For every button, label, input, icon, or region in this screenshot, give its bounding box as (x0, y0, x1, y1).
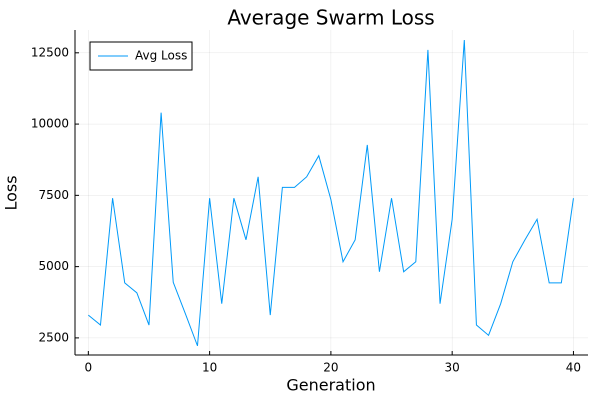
x-tick-label: 40 (566, 361, 581, 375)
y-tick-label: 2500 (38, 330, 69, 344)
chart-title: Average Swarm Loss (227, 6, 434, 30)
legend-label: Avg Loss (135, 49, 187, 63)
y-axis-label: Loss (2, 175, 21, 210)
x-axis-label: Generation (286, 376, 375, 395)
y-tick-label: 12500 (31, 45, 69, 59)
line (88, 39, 574, 347)
y-tick-label: 10000 (31, 117, 69, 131)
x-tick-label: 10 (202, 361, 217, 375)
y-tick-label: 7500 (38, 188, 69, 202)
x-tick-label: 0 (85, 361, 93, 375)
y-tick-label: 5000 (38, 259, 69, 273)
x-tick-label: 20 (323, 361, 338, 375)
x-tick-label: 30 (445, 361, 460, 375)
